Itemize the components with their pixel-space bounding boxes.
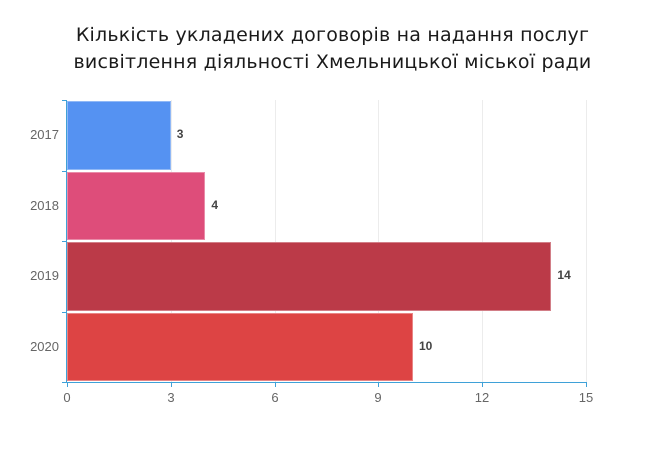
chart-title-line-1: Кількість укладених договорів на надання… [75,24,590,46]
x-tick [378,382,379,387]
x-tick [482,382,483,387]
y-tick-label: 2017 [30,127,59,143]
y-tick [62,171,67,172]
x-tick [67,382,68,387]
gridline [171,100,172,382]
data-label: 10 [419,338,433,353]
y-tick [62,241,67,242]
x-axis-line [66,382,587,383]
x-tick [586,382,587,387]
data-label: 14 [557,268,571,283]
gridline [586,100,587,382]
x-tick-label: 0 [63,390,71,405]
x-tick [275,382,276,387]
chart-title-line-2: висвітлення діяльності Хмельницької місь… [73,51,592,73]
bar-2019[interactable] [67,242,552,311]
bar-2020[interactable] [67,312,413,381]
data-label: 3 [176,127,184,142]
gridline [482,100,483,382]
plot-area: 3 4 14 10 [67,100,587,382]
chart-title: Кількість укладених договорів на надання… [0,22,665,76]
bar-2018[interactable] [67,171,206,240]
x-tick-label: 6 [271,390,279,405]
data-label: 4 [211,197,219,212]
y-tick-label: 2020 [30,338,59,354]
x-tick [171,382,172,387]
gridline [275,100,276,382]
y-tick [62,312,67,313]
x-tick-label: 15 [578,390,594,405]
x-tick-label: 3 [167,390,175,405]
gridline [378,100,379,382]
y-tick-label: 2018 [30,197,59,213]
y-tick [62,382,67,383]
x-tick-label: 9 [374,390,382,405]
y-tick-label: 2019 [30,268,59,284]
x-tick-label: 12 [474,390,490,405]
y-tick [62,100,67,101]
bar-2017[interactable] [67,101,171,170]
